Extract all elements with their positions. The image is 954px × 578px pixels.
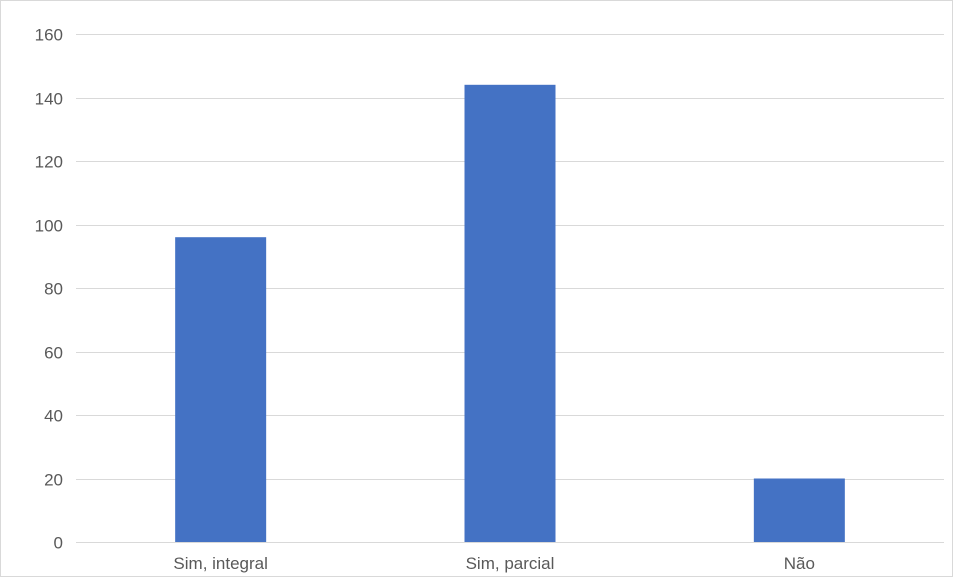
y-tick-label: 140 (35, 90, 63, 109)
y-tick-label: 100 (35, 217, 63, 236)
x-tick-label: Sim, parcial (466, 554, 555, 573)
x-tick-label: Sim, integral (173, 554, 267, 573)
y-tick-label: 0 (54, 534, 63, 553)
y-tick-label: 60 (44, 344, 63, 363)
bar-2 (753, 478, 845, 542)
y-axis-tick-labels: 0 20 40 60 80 100 120 140 160 (35, 26, 63, 553)
y-tick-label: 160 (35, 26, 63, 45)
bar-1 (464, 84, 556, 543)
y-tick-label: 80 (44, 280, 63, 299)
y-tick-label: 40 (44, 407, 63, 426)
x-axis-tick-labels: Sim, integral Sim, parcial Não (173, 554, 815, 573)
y-tick-label: 20 (44, 471, 63, 490)
x-tick-label: Não (784, 554, 815, 573)
bars (175, 84, 845, 543)
y-tick-label: 120 (35, 153, 63, 172)
bar-0 (175, 237, 267, 542)
